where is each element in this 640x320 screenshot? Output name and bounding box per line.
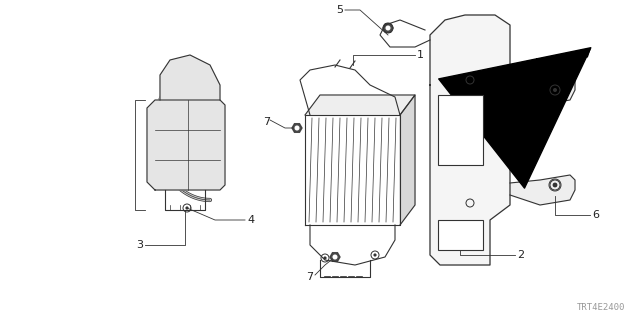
Text: TRT4E2400: TRT4E2400: [577, 303, 625, 312]
Text: FR.: FR.: [534, 58, 555, 68]
Polygon shape: [160, 55, 220, 100]
Circle shape: [186, 206, 189, 210]
Text: 2: 2: [517, 250, 524, 260]
Circle shape: [294, 125, 300, 131]
Polygon shape: [330, 253, 340, 261]
Bar: [438, 220, 483, 250]
Text: 3: 3: [136, 240, 143, 250]
Polygon shape: [400, 95, 415, 225]
Circle shape: [552, 183, 557, 188]
Circle shape: [323, 256, 326, 260]
Circle shape: [373, 253, 376, 257]
Text: 1: 1: [417, 50, 424, 60]
Polygon shape: [430, 15, 510, 265]
Polygon shape: [305, 95, 415, 115]
Text: 6: 6: [592, 210, 599, 220]
Text: 7: 7: [306, 272, 313, 282]
Bar: [438, 95, 483, 165]
Circle shape: [386, 26, 390, 30]
Circle shape: [553, 88, 557, 92]
Circle shape: [333, 254, 337, 260]
Polygon shape: [147, 100, 225, 190]
Polygon shape: [510, 75, 575, 105]
Circle shape: [553, 183, 557, 187]
Text: 4: 4: [247, 215, 254, 225]
Text: 5: 5: [336, 5, 343, 15]
Polygon shape: [383, 24, 393, 32]
Text: 7: 7: [263, 117, 270, 127]
Polygon shape: [292, 124, 302, 132]
Polygon shape: [510, 175, 575, 205]
Circle shape: [385, 26, 390, 30]
